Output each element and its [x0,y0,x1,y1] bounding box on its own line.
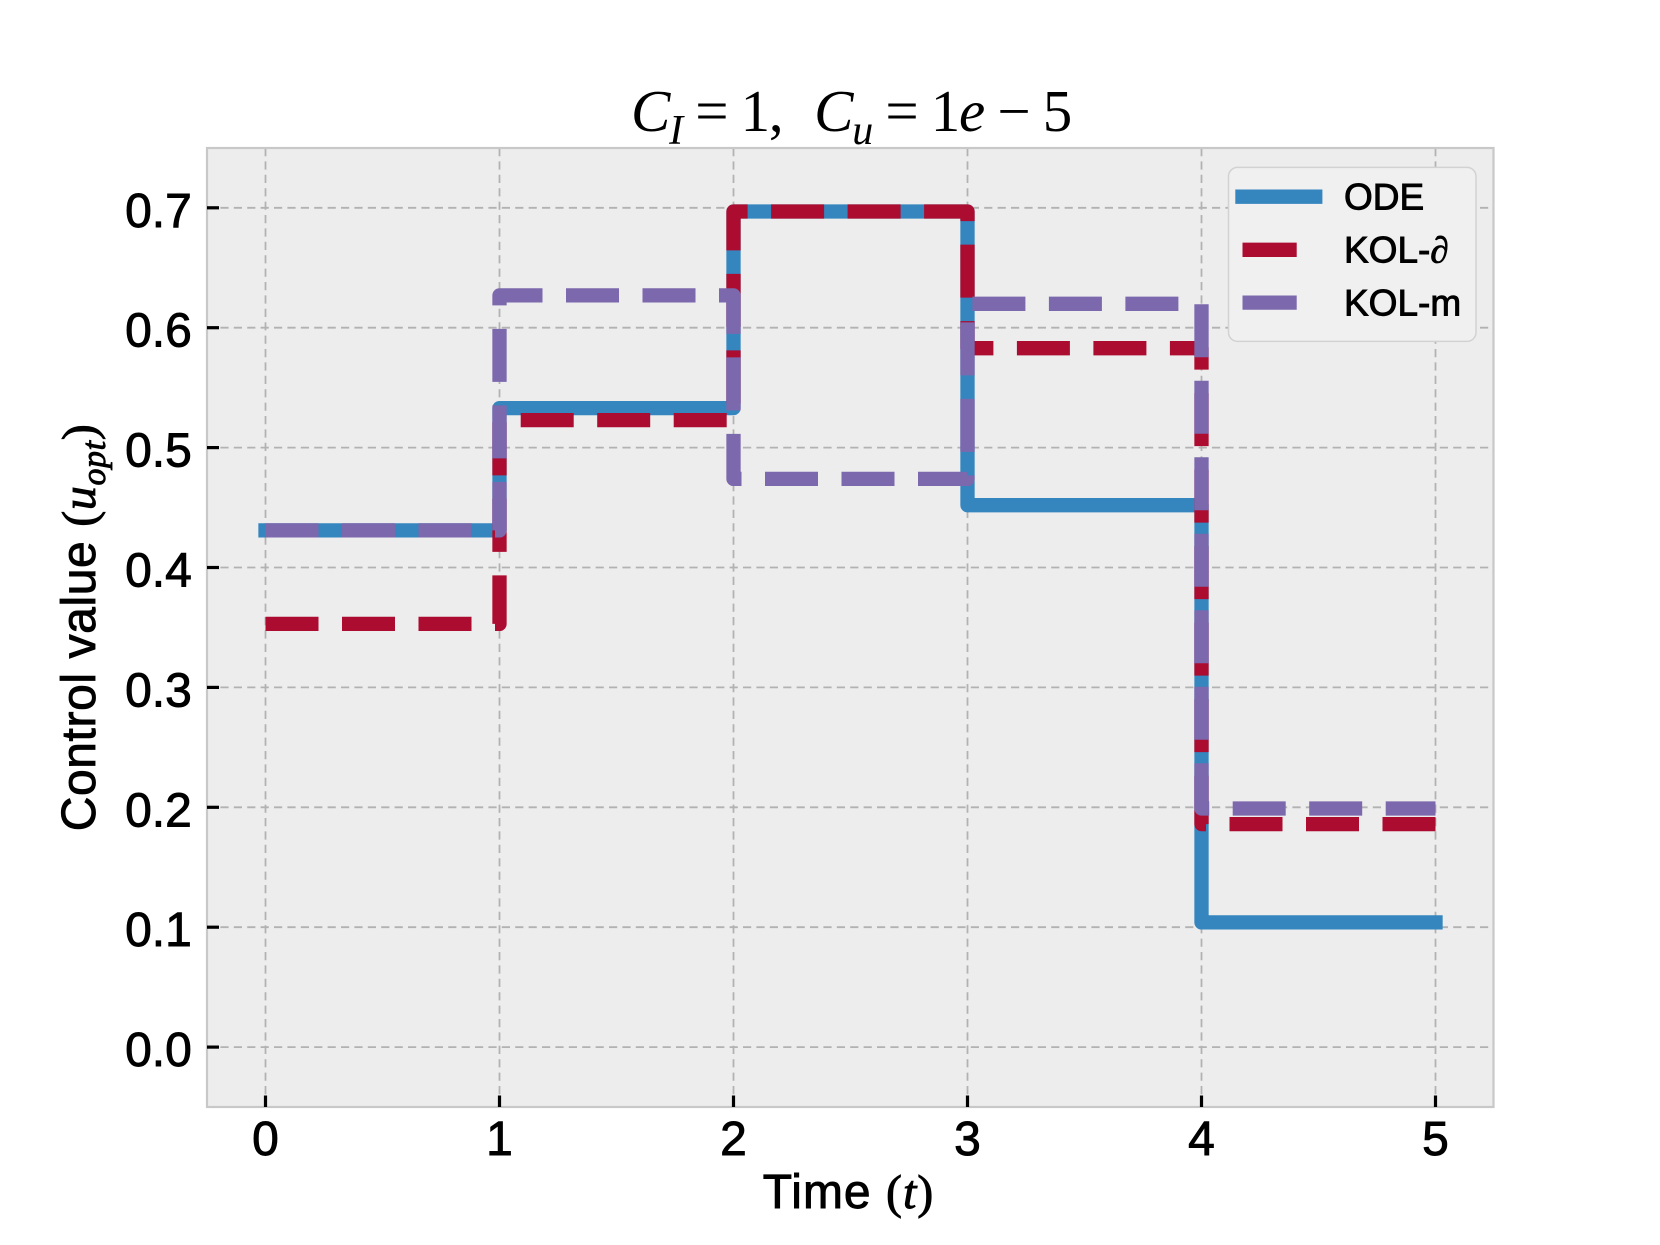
svg-text:0.4: 0.4 [125,545,192,598]
svg-text:0.1: 0.1 [125,904,192,957]
svg-text:4: 4 [1188,1113,1215,1166]
svg-text:0: 0 [252,1113,279,1166]
svg-text:0.0: 0.0 [125,1024,192,1077]
svg-text:Control value (uopt): Control value (uopt) [53,424,113,832]
svg-text:CI = 1, Cu = 1e − 5: CI = 1, Cu = 1e − 5 [631,78,1071,154]
svg-text:0.6: 0.6 [125,305,192,358]
svg-text:0.5: 0.5 [125,425,192,478]
svg-text:KOL-∂: KOL-∂ [1344,230,1449,272]
svg-text:2: 2 [720,1113,747,1166]
svg-text:3: 3 [954,1113,981,1166]
svg-text:Time (t): Time (t) [763,1166,935,1219]
svg-text:1: 1 [486,1113,513,1166]
svg-text:0.2: 0.2 [125,784,192,837]
svg-text:0.7: 0.7 [125,185,192,238]
svg-text:5: 5 [1422,1113,1449,1166]
svg-text:KOL-m: KOL-m [1344,282,1461,323]
svg-text:0.3: 0.3 [125,664,192,717]
svg-text:ODE: ODE [1344,177,1424,218]
